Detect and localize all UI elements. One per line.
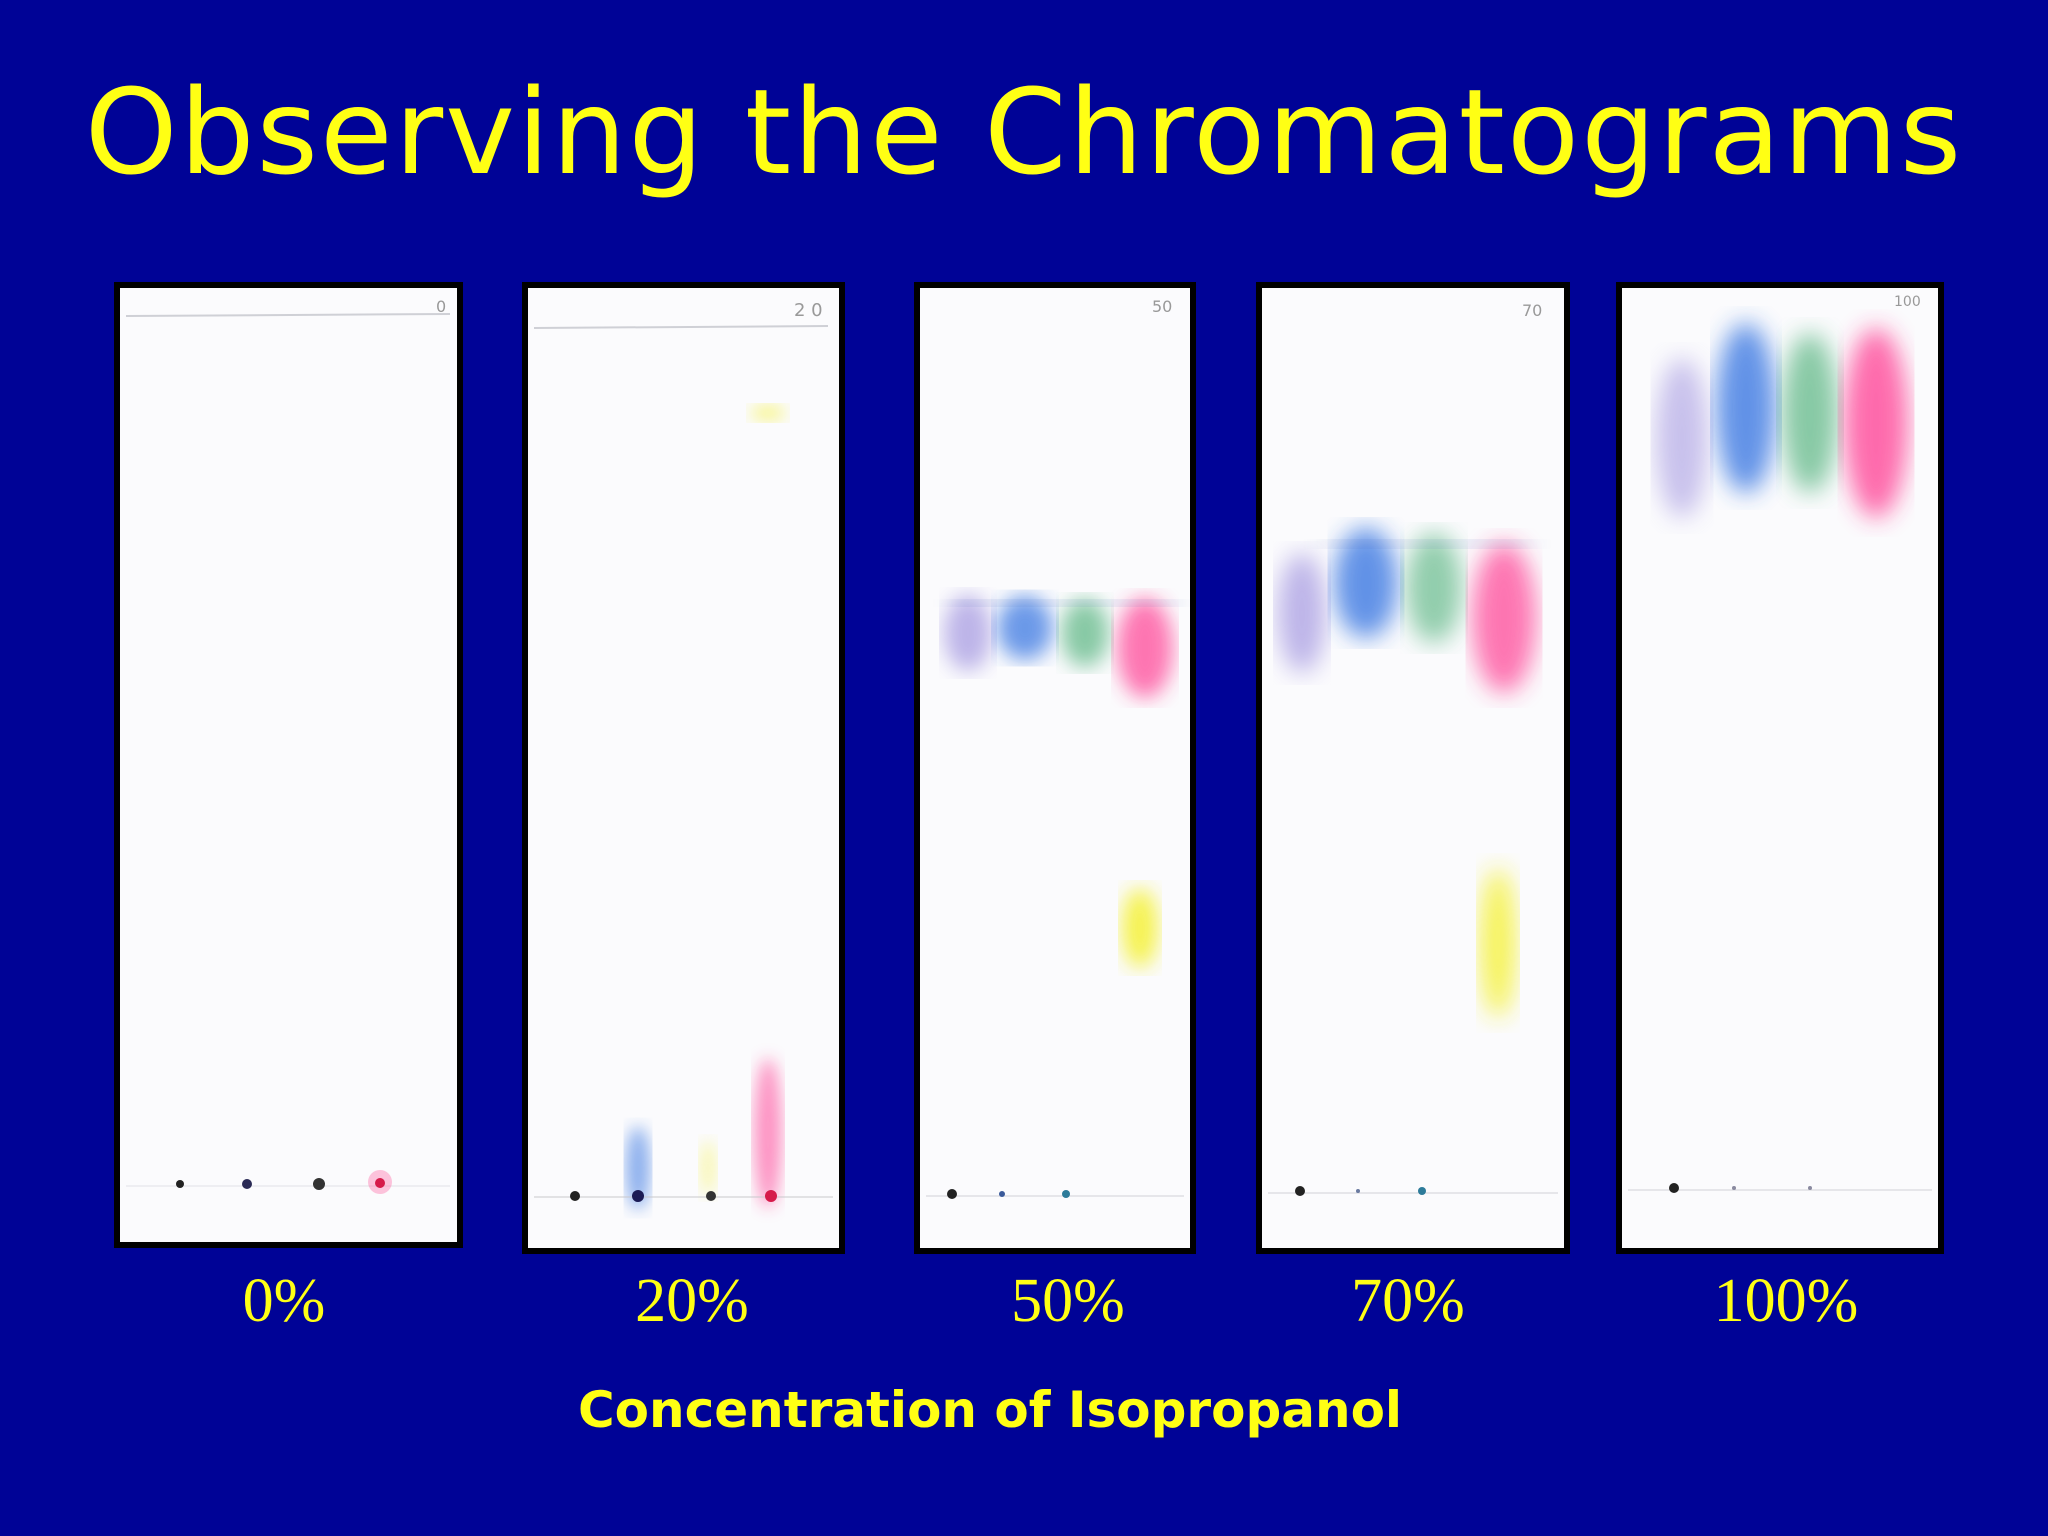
strip-mark: 100 xyxy=(1894,294,1921,310)
chromatogram-image: 70 xyxy=(1268,301,1558,1196)
chromatogram-image: 100 xyxy=(1628,294,1932,1193)
chromatogram-strip-0: 0 xyxy=(114,282,463,1248)
chromatogram-strip-70: 70 xyxy=(1256,282,1570,1254)
chromatogram-paper: 50 xyxy=(920,288,1190,1248)
chromatogram-image: 2 0 xyxy=(533,300,833,1210)
chromatogram-paper: 100 xyxy=(1622,288,1938,1248)
strip-mark: 2 0 xyxy=(794,300,823,321)
chromatogram-paper: 70 xyxy=(1262,288,1564,1248)
concentration-label-100: 100% xyxy=(1713,1267,1859,1335)
chromatogram-paper: 0 xyxy=(120,288,457,1242)
chromatogram-image: 50 xyxy=(926,297,1184,1199)
strip-mark: 0 xyxy=(436,297,446,316)
concentration-label-50: 50% xyxy=(1011,1267,1125,1335)
strip-mark: 70 xyxy=(1522,301,1542,320)
chromatogram-strip-20: 2 0 xyxy=(522,282,845,1254)
strip-mark: 50 xyxy=(1152,297,1172,316)
concentration-label-0: 0% xyxy=(242,1267,326,1335)
x-axis-title: Concentration of Isopropanol xyxy=(577,1381,1403,1439)
chromatogram-image: 0 xyxy=(125,297,451,1194)
chromatogram-strip-100: 100 xyxy=(1616,282,1944,1254)
slide-title: Observing the Chromatograms xyxy=(84,63,1964,201)
chromatogram-strip-50: 50 xyxy=(914,282,1196,1254)
chromatogram-paper: 2 0 xyxy=(528,288,839,1248)
concentration-label-70: 70% xyxy=(1351,1267,1465,1335)
concentration-label-20: 20% xyxy=(635,1267,749,1335)
